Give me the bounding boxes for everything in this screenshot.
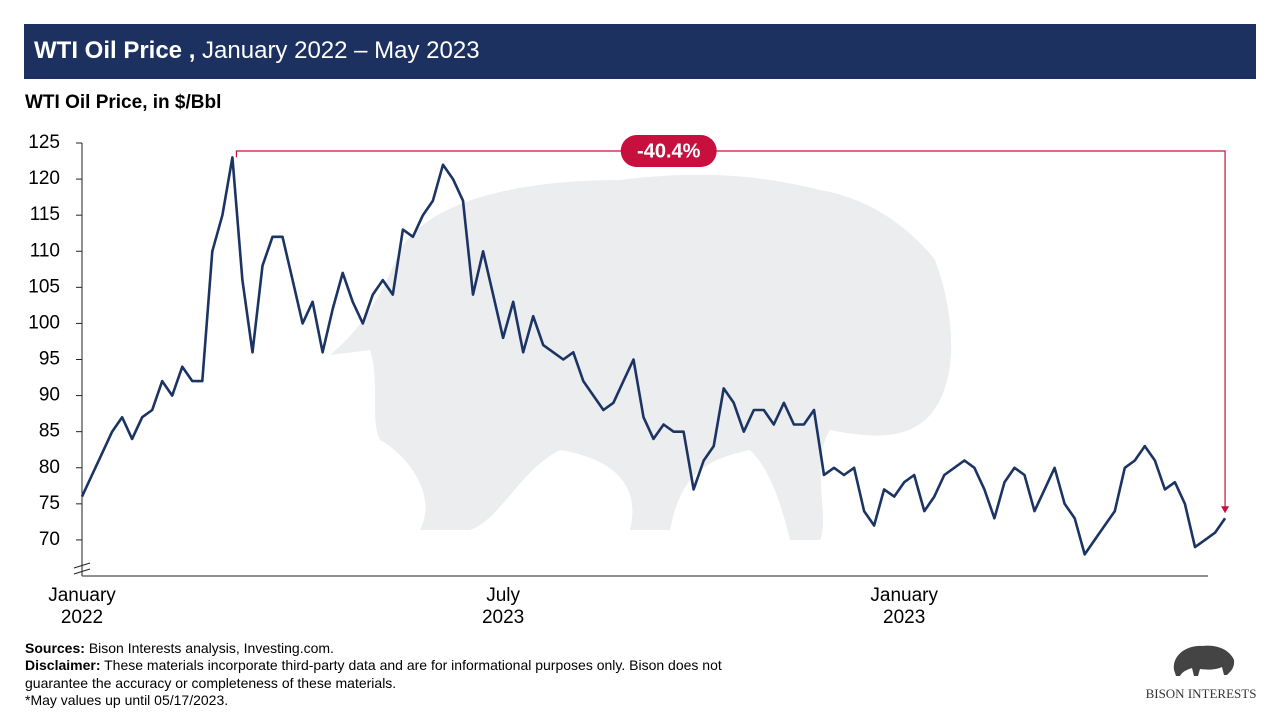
sources: Sources: Bison Interests analysis, Inves… [25,640,334,658]
y-tick-label: 105 [28,276,60,297]
sources-label: Sources: [25,640,85,656]
y-tick-label: 125 [28,132,60,153]
y-tick-label: 85 [39,421,60,442]
x-tick-label: July 2023 [482,585,524,628]
sources-text: Bison Interests analysis, Investing.com. [88,640,334,656]
header-bar [24,24,1256,79]
y-tick-label: 90 [39,385,60,406]
annotation-bracket [235,150,1226,509]
annotation-badge [620,135,717,167]
y-tick-label: 80 [39,457,60,478]
subtitle: January 2022 – May 2023 [202,37,480,64]
y-tick-label: 75 [39,493,60,514]
annotation-arrow [1221,506,1230,514]
y-tick-label: 115 [30,204,60,225]
x-tick-label: January 2022 [48,585,116,628]
header-title: WTI Oil Price , January 2022 – May 2023 [34,37,480,64]
disclaimer-text: These materials incorporate third-party … [25,657,722,691]
x-tick-label: January 2023 [870,585,938,628]
y-tick-label: 70 [39,529,60,550]
logo-text: BISON INTERESTS [1146,686,1257,701]
disclaimer: Disclaimer: These materials incorporate … [25,657,770,692]
y-tick-label: 110 [30,240,60,261]
axis-break [73,568,91,575]
disclaimer-label: Disclaimer: [25,657,101,673]
logo-icon [1173,645,1235,676]
y-tick-label: 95 [39,349,60,370]
price-line [80,156,1227,556]
y-tick-label: 100 [28,312,60,333]
annotation-label: -40.4% [637,140,701,162]
y-axis-title: WTI Oil Price, in $/Bbl [25,92,221,113]
y-tick-label: 120 [28,168,60,189]
axis-break [73,562,91,569]
title: WTI Oil Price , [34,37,195,64]
note: *May values up until 05/17/2023. [25,692,229,708]
